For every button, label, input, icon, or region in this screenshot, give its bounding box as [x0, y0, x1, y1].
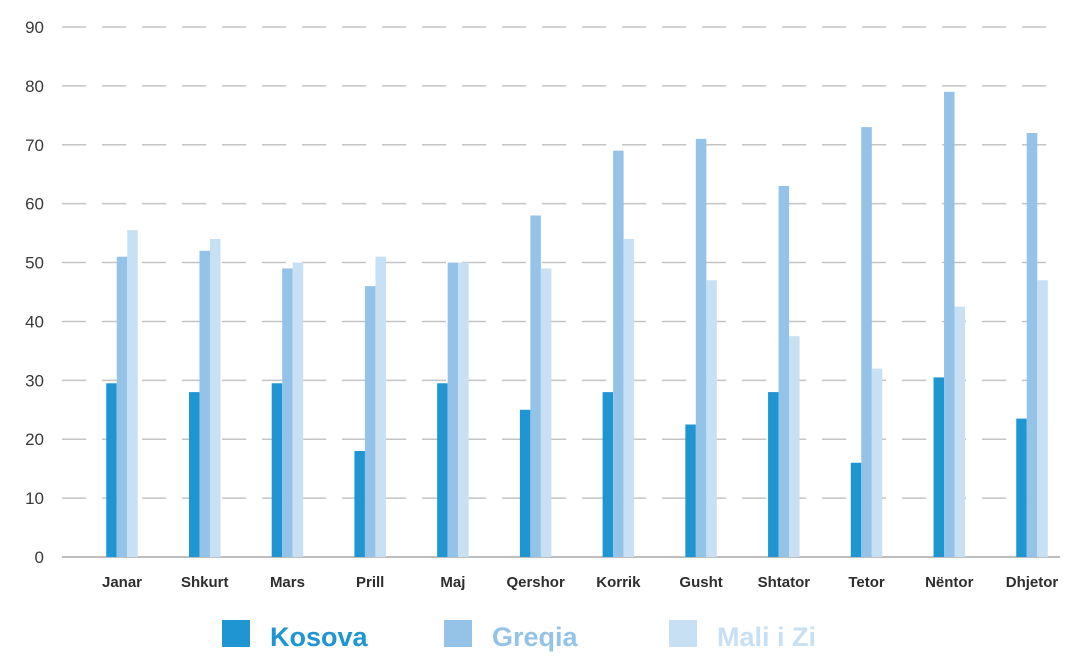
bar-kosova — [685, 424, 696, 557]
bar-mali-i-zi — [954, 306, 966, 557]
bar-kosova — [188, 392, 200, 557]
y-axis: 0 10 20 30 40 50 60 70 80 90 — [25, 18, 44, 567]
bars — [106, 91, 1048, 558]
bar-greqia — [613, 150, 624, 557]
x-tick-label: Shtator — [758, 574, 811, 591]
bar-kosova — [850, 462, 862, 557]
bar-mali-i-zi — [458, 262, 469, 557]
gridlines — [62, 26, 1060, 558]
bar-greqia — [695, 138, 707, 557]
bar-kosova — [271, 383, 283, 557]
bar-kosova — [1016, 418, 1027, 557]
bar-mali-i-zi — [871, 368, 883, 557]
y-tick-label: 40 — [25, 312, 44, 331]
x-tick-label: Dhjetor — [1006, 574, 1059, 591]
x-tick-label: Prill — [356, 574, 384, 591]
x-tick-label: Nëntor — [925, 574, 973, 591]
bar-kosova — [768, 392, 779, 557]
x-tick-label: Mars — [270, 574, 305, 591]
bar-greqia — [116, 256, 128, 557]
bar-mali-i-zi — [209, 239, 221, 557]
legend-label: Mali i Zi — [717, 622, 816, 652]
legend-item: Greqia — [444, 620, 579, 652]
bar-greqia — [1026, 133, 1038, 557]
legend-swatch — [222, 620, 250, 647]
y-tick-label: 20 — [25, 430, 44, 449]
bar-greqia — [778, 186, 790, 557]
legend-swatch — [669, 620, 697, 647]
bar-greqia — [530, 215, 541, 557]
bar-mali-i-zi — [1037, 280, 1048, 557]
y-tick-label: 30 — [25, 371, 44, 390]
bar-kosova — [437, 383, 448, 557]
bar-mali-i-zi — [292, 262, 304, 557]
bar-kosova — [354, 451, 365, 557]
bar-mali-i-zi — [375, 256, 386, 557]
bar-mali-i-zi — [127, 230, 138, 557]
x-tick-label: Janar — [102, 574, 142, 591]
bar-greqia — [282, 268, 293, 557]
y-tick-label: 60 — [25, 195, 44, 214]
bar-kosova — [602, 392, 614, 557]
x-axis: Janar Shkurt Mars Prill Maj Qershor Korrik Gush… — [102, 574, 1058, 591]
bar-kosova — [933, 377, 945, 557]
y-tick-label: 50 — [25, 254, 44, 273]
y-tick-label: 10 — [25, 489, 44, 508]
bar-greqia — [861, 127, 872, 557]
x-tick-label: Shkurt — [181, 574, 229, 591]
x-tick-label: Qershor — [506, 574, 565, 591]
x-tick-label: Korrik — [596, 574, 641, 591]
legend-label: Kosova — [270, 622, 369, 652]
legend-swatch — [444, 620, 472, 647]
y-tick-label: 70 — [25, 136, 44, 155]
y-tick-label: 80 — [25, 77, 44, 96]
legend-item: Kosova — [222, 620, 369, 652]
bar-mali-i-zi — [623, 239, 635, 557]
bar-kosova — [106, 383, 117, 557]
bar-mali-i-zi — [789, 336, 800, 557]
y-tick-label: 0 — [35, 548, 44, 567]
x-tick-label: Tetor — [848, 574, 885, 591]
bar-mali-i-zi — [540, 268, 552, 557]
bar-greqia — [364, 286, 376, 557]
legend-label: Greqia — [492, 622, 579, 652]
x-tick-label: Gusht — [679, 574, 722, 591]
bar-kosova — [519, 409, 531, 557]
bar-mali-i-zi — [706, 280, 717, 557]
legend-item: Mali i Zi — [669, 620, 816, 652]
x-tick-label: Maj — [440, 574, 465, 591]
bar-greqia — [944, 91, 955, 558]
bar-greqia — [447, 262, 459, 557]
bar-greqia — [199, 250, 210, 557]
y-tick-label: 90 — [25, 18, 44, 37]
legend: Kosova Greqia Mali i Zi — [222, 620, 816, 652]
